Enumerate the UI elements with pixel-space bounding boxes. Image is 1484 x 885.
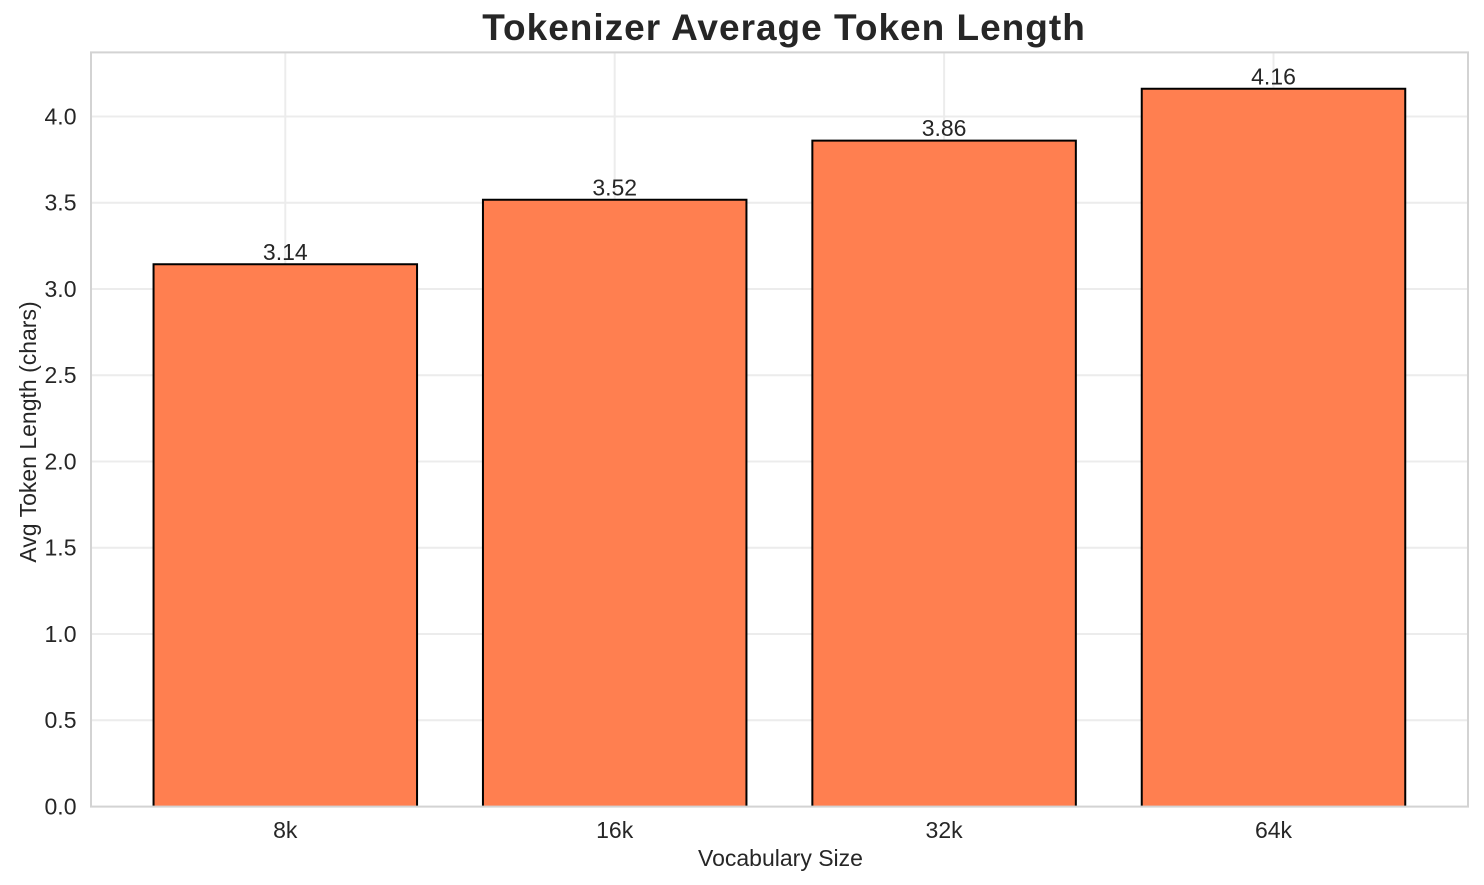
- svg-text:Tokenizer Average Token Length: Tokenizer Average Token Length: [482, 7, 1086, 48]
- svg-text:2.0: 2.0: [45, 448, 77, 474]
- svg-text:3.86: 3.86: [922, 115, 967, 141]
- svg-text:8k: 8k: [273, 817, 298, 843]
- svg-text:64k: 64k: [1255, 817, 1293, 843]
- svg-text:0.0: 0.0: [45, 793, 77, 819]
- svg-text:4.0: 4.0: [45, 103, 77, 129]
- svg-text:Vocabulary Size: Vocabulary Size: [698, 845, 863, 871]
- svg-text:0.5: 0.5: [45, 707, 77, 733]
- svg-text:3.0: 3.0: [45, 276, 77, 302]
- svg-text:1.5: 1.5: [45, 535, 77, 561]
- svg-text:Avg Token Length (chars): Avg Token Length (chars): [15, 301, 41, 562]
- svg-text:2.5: 2.5: [45, 362, 77, 388]
- svg-text:1.0: 1.0: [45, 621, 77, 647]
- svg-text:16k: 16k: [596, 817, 634, 843]
- svg-text:4.16: 4.16: [1251, 63, 1296, 89]
- svg-text:3.52: 3.52: [592, 174, 637, 200]
- svg-text:32k: 32k: [926, 817, 964, 843]
- svg-text:3.5: 3.5: [45, 190, 77, 216]
- svg-text:3.14: 3.14: [263, 239, 308, 265]
